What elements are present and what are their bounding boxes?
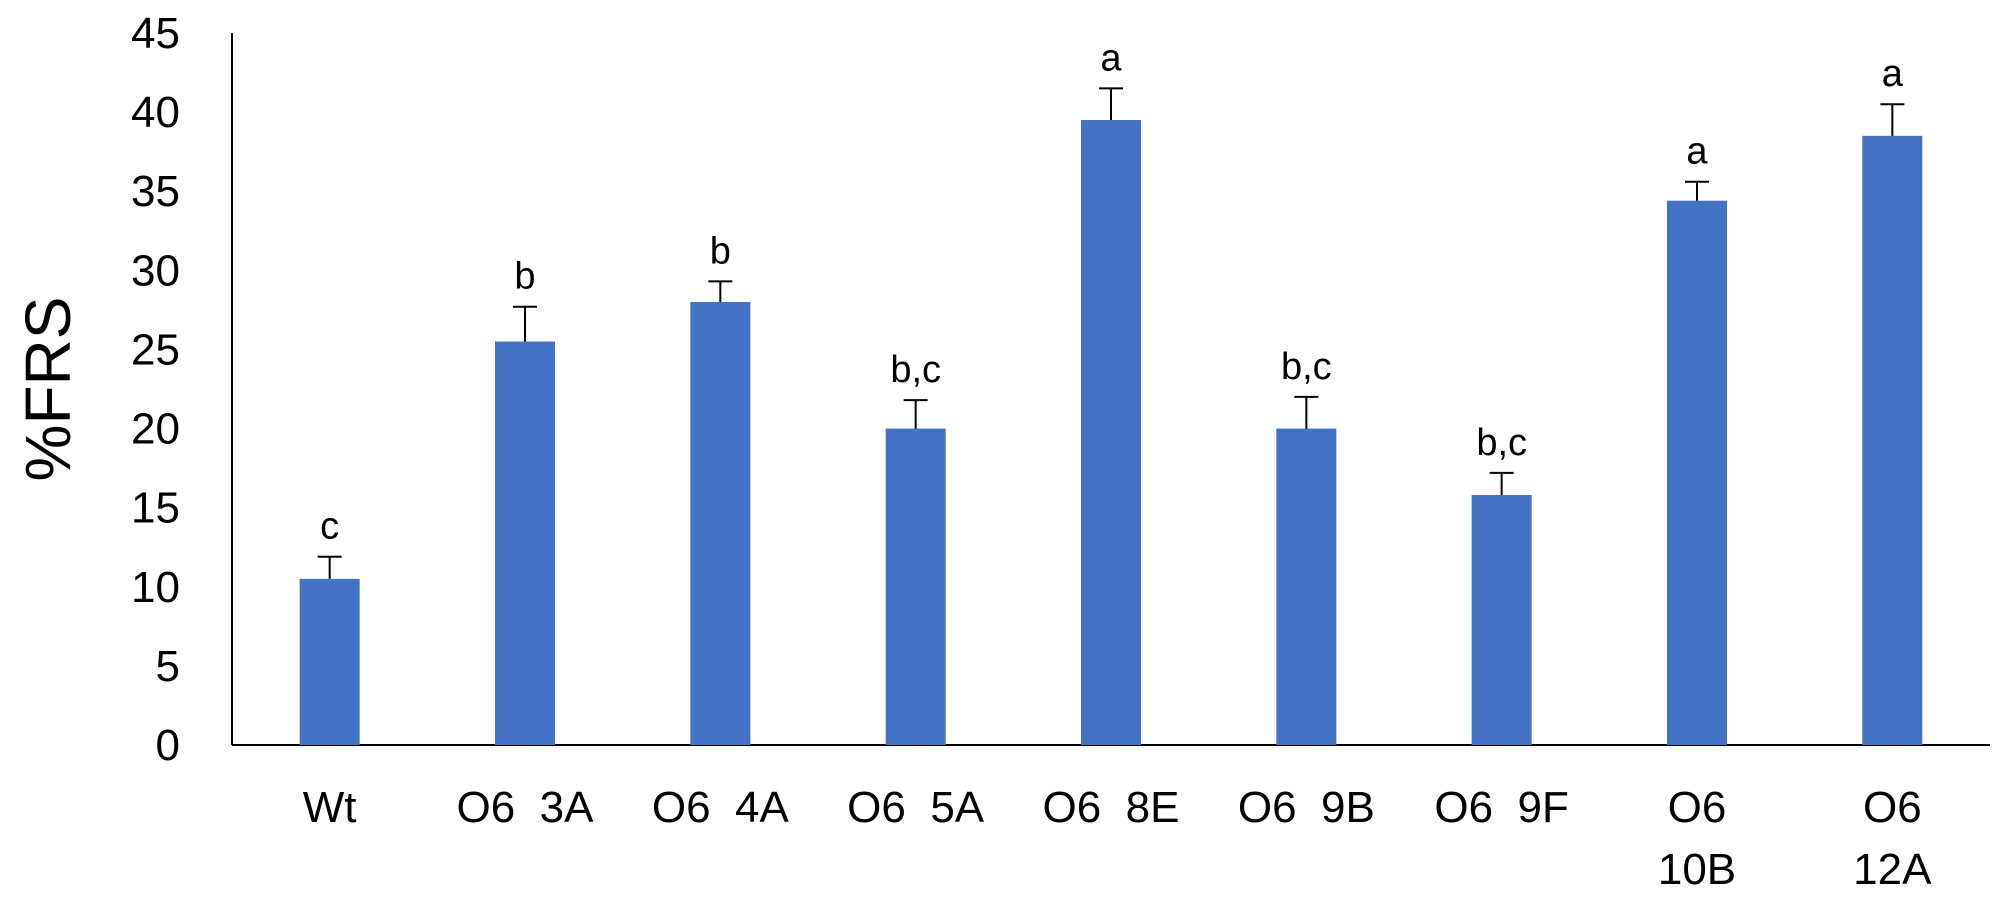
error-bar [903,399,928,429]
significance-label: a [1882,53,1904,95]
y-tick-label: 20 [131,405,180,454]
category-label: O6 4A [652,783,790,832]
significance-label: b [514,256,535,298]
error-bar [1685,180,1709,201]
significance-label: b [710,230,731,272]
y-tick-label: 0 [156,721,180,770]
bar [1276,428,1337,745]
category-label: O6 10B [1658,783,1736,894]
y-axis-title: %FRS [12,297,84,482]
significance-label: b,c [890,349,941,391]
significance-labels: c b b b,c a b,c b,c a a [320,37,1904,547]
bars [299,120,1923,746]
y-tick-labels: 0 5 10 15 20 25 30 35 40 45 [131,9,180,770]
error-bar [317,555,342,579]
significance-label: c [320,506,339,548]
category-labels: Wt O6 3A O6 4A O6 5A O6 8E O6 9B O6 9F O6 10B O6 1… [303,783,1932,894]
significance-label: b,c [1476,422,1527,464]
category-label: O6 3A [457,783,595,832]
category-label: O6 12A [1853,783,1932,894]
y-tick-label: 45 [131,9,180,58]
bar [299,578,360,745]
error-bar [1294,395,1319,429]
bar [885,428,946,745]
significance-label: a [1686,131,1708,173]
bar [690,301,751,745]
category-label: O6 5A [847,783,985,832]
error-bar [1489,471,1514,496]
significance-label: b,c [1281,346,1332,388]
y-tick-label: 30 [131,246,180,295]
category-label: Wt [303,783,357,832]
error-bars [317,87,1905,579]
bar [495,341,555,745]
category-label: O6 9F [1434,783,1569,832]
bar [1667,200,1727,745]
category-label: O6 9B [1238,783,1375,832]
y-tick-label: 5 [156,642,180,691]
significance-label: a [1100,37,1122,79]
plot-area: 0 5 10 15 20 25 30 35 40 45 c b b b,c a b,c b,c a a Wt O6 … [131,9,1990,894]
category-label: O6 8E [1043,783,1180,832]
bar [1081,120,1141,746]
bar [1471,495,1532,745]
bar [1862,135,1923,745]
error-bar [513,305,537,342]
y-tick-label: 40 [131,88,180,137]
error-bar [708,280,733,302]
y-tick-label: 25 [131,325,180,374]
error-bar [1880,103,1905,136]
y-tick-label: 15 [131,484,180,533]
y-tick-label: 10 [131,563,180,612]
y-tick-label: 35 [131,167,180,216]
error-bar [1099,87,1123,121]
